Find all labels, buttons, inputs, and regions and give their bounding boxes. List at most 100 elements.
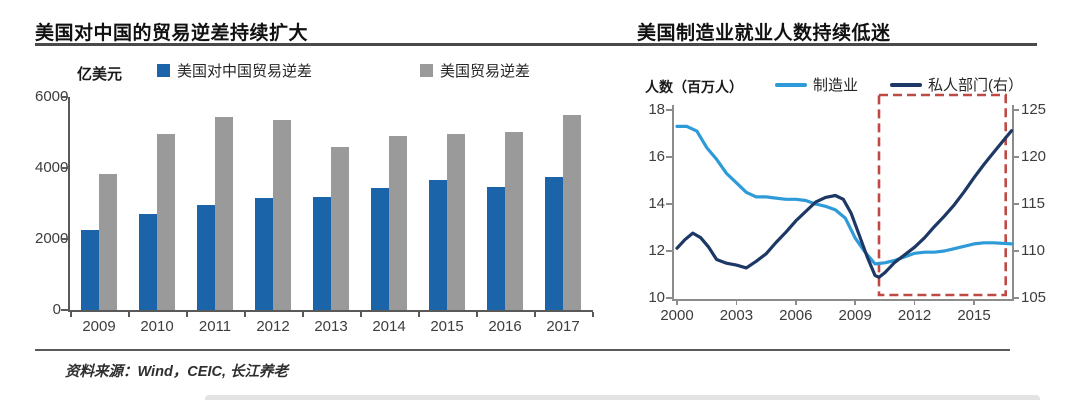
right-chart-xtick-label-2000: 2000 — [660, 307, 694, 324]
left-chart-ytick-mark — [61, 167, 68, 169]
left-chart-y-axis — [68, 97, 70, 312]
bar-group-2014 — [360, 136, 418, 310]
right-chart-right-ytick-mark — [1013, 156, 1019, 158]
left-chart-xtick-mark — [534, 312, 536, 317]
right-chart-left-ytick-label-14: 14 — [648, 195, 665, 212]
footer-divider — [35, 349, 1010, 351]
bar-us-total-deficit-2017 — [563, 114, 581, 310]
bar-us-china-deficit-2017 — [545, 176, 563, 310]
left-chart-xtick-label-2011: 2011 — [198, 318, 232, 335]
right-chart-right-ytick-label-105: 105 — [1021, 289, 1047, 306]
right-chart-right-ytick-label-120: 120 — [1021, 148, 1047, 165]
bar-us-total-deficit-2011 — [215, 116, 233, 310]
left-chart-xtick-label-2017: 2017 — [546, 318, 580, 335]
legend-item-private-sector: 私人部门(右） — [890, 74, 1023, 95]
right-chart-svg — [675, 93, 1014, 297]
left-chart-xtick-mark — [476, 312, 478, 317]
left-chart-title: 美国对中国的贸易逆差持续扩大 — [35, 23, 309, 44]
right-chart-xtick-mark — [676, 300, 678, 305]
left-chart-xtick-label-2015: 2015 — [430, 318, 464, 335]
left-chart-x-axis — [68, 310, 593, 312]
bar-us-total-deficit-2014 — [389, 136, 407, 310]
legend-label-manufacturing: 制造业 — [813, 77, 859, 94]
bar-us-total-deficit-2009 — [99, 174, 117, 310]
right-chart-right-ytick-mark — [1013, 203, 1019, 205]
legend-line-lightblue-icon — [775, 82, 807, 87]
right-chart-xtick-mark — [913, 300, 916, 305]
left-chart-ytick-label-0: 0 — [52, 301, 61, 318]
left-chart-legend: 亿美元 美国对中国贸易逆差 美国贸易逆差 — [35, 60, 600, 86]
right-chart-xtick-mark — [973, 300, 975, 305]
right-chart-legend: 人数（百万人） 制造业 私人部门(右） — [637, 74, 1067, 98]
right-chart-xtick-mark — [854, 300, 856, 305]
left-chart-xtick-label-2009: 2009 — [82, 318, 116, 335]
legend-item-us-china-deficit: 美国对中国贸易逆差 — [157, 60, 312, 81]
bar-us-china-deficit-2010 — [139, 214, 157, 310]
bar-group-2011 — [186, 116, 244, 310]
bar-us-china-deficit-2015 — [429, 179, 447, 310]
right-chart-xtick-label-2012: 2012 — [897, 307, 932, 324]
left-chart-ytick-label-6000: 6000 — [35, 88, 69, 105]
left-chart-xtick-mark — [360, 312, 362, 317]
bar-us-total-deficit-2016 — [505, 131, 523, 310]
left-chart-xtick-label-2012: 2012 — [256, 318, 290, 335]
legend-swatch-gray-icon — [420, 64, 433, 77]
bar-us-total-deficit-2010 — [157, 134, 175, 310]
right-chart-left-ytick-label-10: 10 — [648, 289, 665, 306]
right-chart-right-ytick-mark — [1013, 250, 1019, 252]
right-chart-xtick-mark — [795, 300, 797, 305]
highlight-dashed-box — [877, 93, 1007, 297]
right-chart-xtick-label-2006: 2006 — [779, 307, 813, 324]
right-chart-left-ytick-label-12: 12 — [648, 242, 665, 259]
right-chart-left-ytick-mark — [666, 297, 672, 299]
line-manufacturing — [675, 124, 1014, 266]
bar-us-china-deficit-2012 — [255, 198, 273, 310]
right-chart-right-ytick-label-110: 110 — [1021, 242, 1045, 259]
bar-group-2012 — [244, 120, 302, 310]
legend-item-us-total-deficit: 美国贸易逆差 — [420, 60, 530, 81]
left-chart-xtick-mark — [244, 312, 246, 317]
right-chart-xtick-label-2015: 2015 — [957, 307, 991, 324]
right-chart-right-ytick-label-115: 115 — [1021, 195, 1045, 212]
left-chart-xtick-mark — [128, 312, 130, 317]
bar-group-2010 — [128, 134, 186, 310]
bar-us-china-deficit-2009 — [81, 230, 99, 310]
bar-us-total-deficit-2013 — [331, 146, 349, 310]
left-chart-xtick-label-2010: 2010 — [140, 318, 174, 335]
left-chart-xtick-mark — [592, 312, 594, 317]
legend-item-manufacturing: 制造业 — [775, 74, 858, 95]
left-chart-ytick-label-2000: 2000 — [35, 230, 69, 247]
bar-us-total-deficit-2012 — [273, 120, 291, 310]
bar-us-china-deficit-2014 — [371, 188, 389, 310]
legend-label-private-sector: 私人部门(右） — [928, 77, 1023, 94]
right-chart-left-ytick-mark — [666, 156, 672, 158]
left-chart-xtick-mark — [70, 312, 72, 317]
right-chart-left-ytick-mark — [666, 109, 672, 111]
title-underline — [35, 43, 1037, 46]
bar-group-2013 — [302, 146, 360, 310]
legend-swatch-blue-icon — [157, 64, 170, 77]
left-chart: 美国对中国的贸易逆差持续扩大 亿美元 美国对中国贸易逆差 美国贸易逆差 2009… — [35, 10, 600, 340]
left-chart-ytick-label-4000: 4000 — [35, 159, 69, 176]
right-chart-xtick-mark — [735, 300, 738, 305]
right-chart-y-axis-right — [1012, 105, 1014, 300]
right-chart-left-ytick-mark — [666, 250, 672, 252]
legend-line-navy-icon — [890, 82, 922, 87]
bar-us-china-deficit-2016 — [487, 186, 505, 310]
left-chart-ytick-mark — [61, 238, 68, 240]
left-chart-xtick-mark — [186, 312, 188, 317]
left-chart-xlabels: 2009 2010 2011 2012 2013 2014 2015 2016 2017 — [70, 318, 592, 335]
right-chart-unit-label: 人数（百万人） — [645, 79, 743, 95]
left-chart-unit-label: 亿美元 — [77, 66, 123, 83]
legend-label-us-china-deficit: 美国对中国贸易逆差 — [177, 63, 313, 80]
left-chart-ytick-mark — [61, 96, 68, 98]
right-chart-right-ytick-label-125: 125 — [1021, 101, 1047, 118]
right-chart: 美国制造业就业人数持续低迷 人数（百万人） 制造业 私人部门(右） 10 12 14… — [637, 10, 1067, 340]
bar-group-2009 — [70, 174, 128, 310]
line-private-sector — [675, 129, 1014, 279]
right-chart-y-axis-left — [672, 105, 674, 300]
right-chart-xtick-label-2003: 2003 — [719, 307, 754, 324]
bar-group-2016 — [476, 131, 534, 310]
right-chart-left-ytick-mark — [666, 203, 672, 205]
